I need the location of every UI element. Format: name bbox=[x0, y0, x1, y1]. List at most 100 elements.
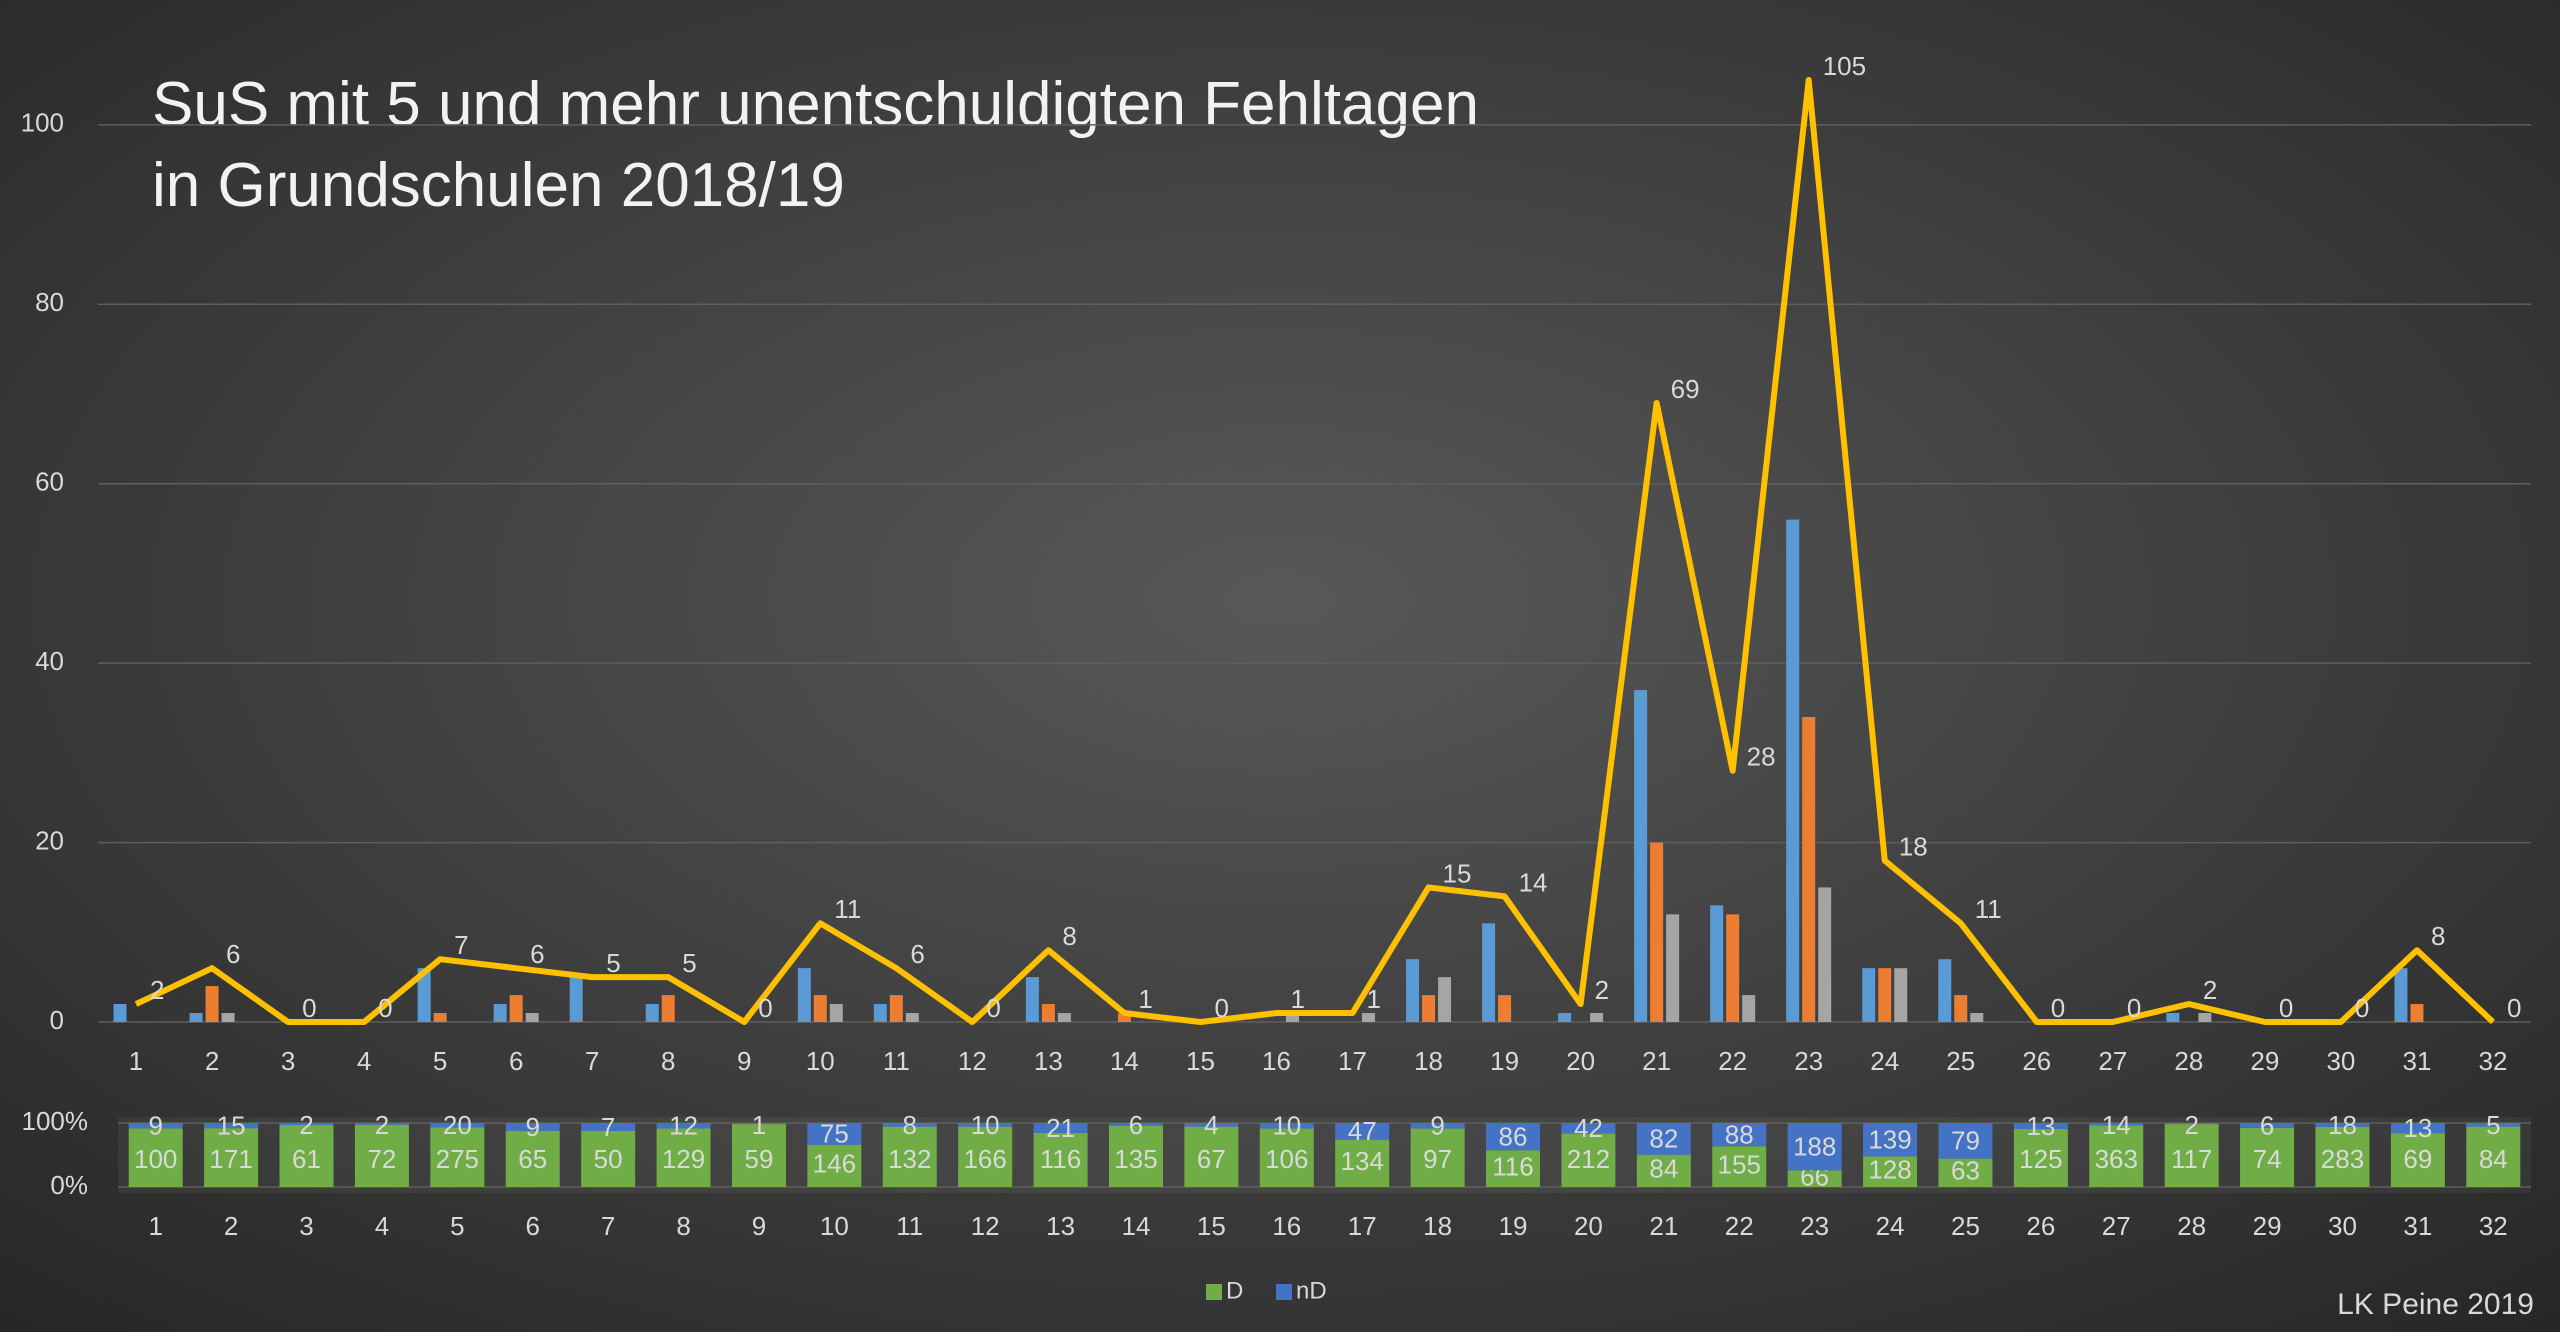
x-tick-label: 32 bbox=[2479, 1211, 2508, 1241]
data-label: 69 bbox=[1671, 374, 1700, 404]
data-label: 128 bbox=[1868, 1155, 1911, 1185]
data-label: 106 bbox=[1265, 1144, 1308, 1174]
bar bbox=[433, 1013, 447, 1022]
data-label: 12 bbox=[669, 1111, 698, 1141]
x-tick-label: 23 bbox=[1794, 1046, 1823, 1076]
bar bbox=[525, 1013, 539, 1022]
x-tick-label: 8 bbox=[676, 1211, 690, 1241]
bar bbox=[2166, 1013, 2180, 1022]
x-tick-label: 29 bbox=[2253, 1211, 2282, 1241]
data-label: 2 bbox=[150, 975, 164, 1005]
data-label: 275 bbox=[436, 1144, 479, 1174]
data-label: 6 bbox=[910, 939, 924, 969]
data-label: 6 bbox=[2260, 1110, 2274, 1140]
x-tick-label: 6 bbox=[509, 1046, 523, 1076]
bar-segment bbox=[2164, 1123, 2219, 1125]
data-label: 6 bbox=[226, 939, 240, 969]
x-tick-label: 29 bbox=[2250, 1046, 2279, 1076]
bar-segment bbox=[1938, 1158, 1993, 1187]
data-label: 2 bbox=[299, 1110, 313, 1140]
data-label: 10 bbox=[971, 1110, 1000, 1140]
bar-segment bbox=[1108, 1123, 1163, 1126]
x-tick-label: 27 bbox=[2102, 1211, 2131, 1241]
bar-segment bbox=[2164, 1124, 2219, 1187]
bar-segment bbox=[279, 1125, 334, 1187]
bar bbox=[1710, 905, 1724, 1022]
data-label: 28 bbox=[1747, 742, 1776, 772]
bar bbox=[1057, 1013, 1071, 1022]
bar-segment bbox=[958, 1126, 1013, 1187]
bar-segment bbox=[1787, 1123, 1842, 1171]
x-tick-label: 26 bbox=[2022, 1046, 2051, 1076]
data-label: 363 bbox=[2095, 1144, 2138, 1174]
bar-segment bbox=[958, 1123, 1013, 1127]
data-label: 0 bbox=[302, 993, 316, 1023]
data-label: 9 bbox=[148, 1111, 162, 1141]
bar bbox=[873, 1004, 887, 1022]
data-label: 2 bbox=[2203, 975, 2217, 1005]
data-label: 75 bbox=[820, 1119, 849, 1149]
bar-segment bbox=[1561, 1133, 1616, 1187]
data-label: 10 bbox=[1272, 1111, 1301, 1141]
bar-segment bbox=[1863, 1156, 1918, 1187]
data-label: 72 bbox=[367, 1144, 396, 1174]
data-label: 8 bbox=[2431, 921, 2445, 951]
x-tick-label: 31 bbox=[2402, 1046, 2431, 1076]
data-label: 100 bbox=[134, 1144, 177, 1174]
bar-segment bbox=[1486, 1123, 1541, 1151]
bar-segment bbox=[807, 1144, 862, 1187]
x-tick-label: 6 bbox=[526, 1211, 540, 1241]
bar-segment bbox=[882, 1126, 937, 1187]
data-label: 2 bbox=[1595, 975, 1609, 1005]
y-tick-label: 80 bbox=[35, 287, 64, 317]
x-tick-label: 25 bbox=[1946, 1046, 1975, 1076]
data-label: 69 bbox=[2403, 1144, 2432, 1174]
data-label: 0 bbox=[758, 993, 772, 1023]
data-label: 8 bbox=[1062, 921, 1076, 951]
x-tick-label: 4 bbox=[357, 1046, 371, 1076]
x-tick-label: 31 bbox=[2403, 1211, 2432, 1241]
data-label: 47 bbox=[1348, 1116, 1377, 1146]
data-label: 132 bbox=[888, 1144, 931, 1174]
x-tick-label: 9 bbox=[737, 1046, 751, 1076]
data-label: 2 bbox=[2184, 1110, 2198, 1140]
x-tick-label: 17 bbox=[1348, 1211, 1377, 1241]
data-label: 7 bbox=[454, 930, 468, 960]
bar-segment bbox=[731, 1123, 786, 1125]
bar-segment bbox=[354, 1124, 409, 1187]
bar bbox=[221, 1013, 235, 1022]
x-tick-label: 22 bbox=[1718, 1046, 1747, 1076]
bar bbox=[1878, 968, 1892, 1022]
bar bbox=[661, 995, 675, 1022]
bar bbox=[1558, 1013, 1572, 1022]
bar-segment bbox=[354, 1123, 409, 1125]
x-tick-label: 8 bbox=[661, 1046, 675, 1076]
data-label: 14 bbox=[2102, 1110, 2131, 1140]
x-tick-label: 1 bbox=[129, 1046, 143, 1076]
bar-segment bbox=[1561, 1123, 1616, 1134]
x-tick-label: 15 bbox=[1186, 1046, 1215, 1076]
bar bbox=[1422, 995, 1436, 1022]
data-label: 139 bbox=[1868, 1125, 1911, 1155]
bar bbox=[1482, 923, 1496, 1022]
x-tick-label: 7 bbox=[585, 1046, 599, 1076]
data-label: 4 bbox=[1204, 1110, 1218, 1140]
data-label: 171 bbox=[209, 1144, 252, 1174]
data-label: 11 bbox=[834, 894, 861, 924]
data-label: 42 bbox=[1574, 1113, 1603, 1143]
bar-segment bbox=[1335, 1139, 1390, 1187]
data-label: 82 bbox=[1649, 1124, 1678, 1154]
bar bbox=[1818, 887, 1832, 1022]
bar-segment bbox=[2089, 1123, 2144, 1126]
bar bbox=[1894, 968, 1908, 1022]
bar-segment bbox=[1259, 1128, 1314, 1187]
data-label: 15 bbox=[217, 1110, 246, 1140]
data-label: 11 bbox=[1975, 894, 2002, 924]
bar-segment bbox=[2013, 1129, 2068, 1187]
bar-segment bbox=[1108, 1125, 1163, 1187]
bar bbox=[1025, 977, 1039, 1022]
data-label: 63 bbox=[1951, 1156, 1980, 1186]
bar-segment bbox=[1938, 1123, 1993, 1159]
data-label: 65 bbox=[518, 1144, 547, 1174]
data-label: 9 bbox=[1430, 1111, 1444, 1141]
